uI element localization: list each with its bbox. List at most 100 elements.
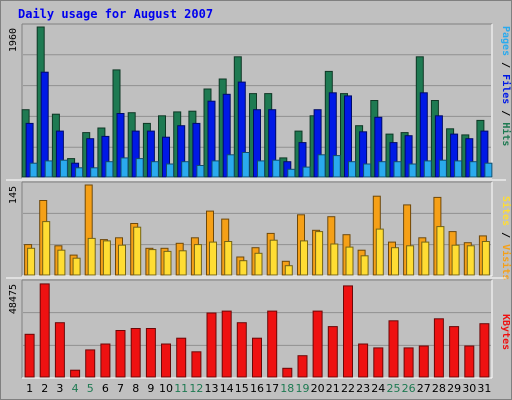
x-tick-label-day-27: 27	[417, 382, 431, 395]
x-tick-label-day-6: 6	[102, 382, 109, 395]
bar-pages-day-7	[120, 157, 129, 178]
bar-kbytes-day-13	[206, 312, 217, 378]
x-tick-label-day-31: 31	[477, 382, 491, 395]
bar-pages-day-22	[348, 161, 356, 178]
bar-sites-day-17	[269, 239, 278, 276]
bar-sites-day-23	[360, 255, 369, 276]
bar-kbytes-day-18	[282, 367, 293, 378]
x-tick-label-day-7: 7	[117, 382, 124, 395]
bar-pages-day-9	[150, 161, 159, 178]
bar-pages-day-4	[75, 167, 84, 178]
bar-pages-day-29	[454, 160, 463, 178]
bar-kbytes-day-24	[373, 347, 384, 378]
bar-pages-day-16	[257, 160, 265, 178]
bar-sites-day-9	[148, 249, 157, 276]
bar-sites-day-15	[239, 260, 248, 276]
right-legend: Pages / Files / Hits	[500, 26, 512, 146]
bar-sites-day-25	[391, 247, 399, 276]
bar-sites-day-31	[481, 241, 490, 276]
x-tick-label-day-2: 2	[41, 382, 48, 395]
x-tick-label-day-24: 24	[371, 382, 385, 395]
kbytes-panel: 48475 KBytes	[8, 279, 511, 379]
x-tick-label-day-11: 11	[174, 382, 188, 395]
bar-sites-day-7	[118, 244, 126, 276]
legend-visits: Visits	[500, 244, 512, 280]
bar-pages-day-18	[287, 168, 296, 178]
bar-kbytes-day-26	[403, 347, 414, 378]
x-tick-label-day-23: 23	[356, 382, 370, 395]
hits-files-pages-panel: 1960 Pages / Files / Hits	[8, 23, 512, 179]
bar-kbytes-day-6	[100, 343, 111, 378]
legend-sites: Sites	[500, 196, 512, 226]
bar-sites-day-5	[87, 237, 96, 276]
bar-kbytes-day-31	[479, 323, 490, 378]
bar-kbytes-day-10	[161, 343, 171, 378]
bar-sites-day-3	[57, 249, 66, 276]
x-tick-label-day-21: 21	[326, 382, 340, 395]
x-tick-label-day-16: 16	[250, 382, 264, 395]
x-tick-label-day-17: 17	[265, 382, 279, 395]
bar-pages-day-12	[196, 165, 205, 178]
bar-kbytes-day-19	[297, 355, 308, 378]
bar-pages-day-1	[29, 162, 38, 178]
bar-pages-day-23	[363, 163, 372, 178]
x-tick-label-day-15: 15	[235, 382, 249, 395]
bar-kbytes-day-11	[176, 337, 187, 378]
bar-sites-day-26	[406, 245, 415, 276]
bar-pages-day-17	[272, 159, 281, 178]
x-tick-label-day-12: 12	[189, 382, 203, 395]
x-tick-label-day-3: 3	[56, 382, 63, 395]
legend-pages: Pages	[500, 26, 511, 56]
bar-kbytes-day-17	[267, 310, 278, 378]
bar-pages-day-5	[90, 167, 99, 178]
bar-pages-day-13	[211, 160, 220, 178]
bar-sites-day-10	[163, 250, 172, 276]
y-max-tick-label: 1960	[8, 28, 19, 52]
x-tick-label-day-29: 29	[447, 382, 461, 395]
bar-kbytes-day-28	[433, 318, 444, 378]
bar-sites-day-27	[421, 241, 430, 276]
bar-pages-day-21	[332, 155, 341, 178]
bar-sites-day-18	[284, 265, 293, 276]
bar-sites-day-8	[133, 226, 142, 276]
bar-sites-day-1	[27, 247, 36, 276]
bar-kbytes-day-7	[115, 330, 126, 378]
x-tick-label-day-19: 19	[296, 382, 310, 395]
bar-kbytes-day-14	[221, 310, 232, 378]
x-tick-label-day-14: 14	[220, 382, 234, 395]
bar-sites-day-11	[178, 250, 187, 276]
bar-pages-day-14	[226, 154, 235, 178]
bar-pages-day-30	[469, 161, 478, 178]
bar-pages-day-20	[317, 154, 326, 178]
bar-pages-day-6	[105, 161, 114, 178]
bar-pages-day-11	[181, 161, 190, 178]
bar-sites-day-14	[224, 241, 233, 276]
bar-kbytes-day-5	[85, 349, 96, 378]
bar-pages-day-19	[302, 166, 311, 178]
bar-kbytes-day-25	[388, 320, 399, 378]
bar-kbytes-day-30	[464, 345, 475, 378]
x-axis-day-labels: 1 2 3 4 5 6 7 8 9 10 11 12 13 14 15 16 17 18 19 20 21 22 23 24 2…	[26, 382, 491, 395]
bar-sites-day-2	[42, 221, 51, 276]
legend-separator: /	[500, 56, 511, 74]
bar-pages-day-10	[166, 163, 174, 178]
x-tick-label-day-5: 5	[87, 382, 94, 395]
y-max-tick-label: 48475	[8, 284, 19, 314]
bar-sites-day-24	[375, 228, 384, 276]
right-legend: KBytes	[500, 314, 511, 350]
x-tick-label-day-9: 9	[147, 382, 154, 395]
x-tick-label-day-22: 22	[341, 382, 355, 395]
bar-kbytes-day-22	[343, 285, 353, 378]
bar-kbytes-day-16	[252, 337, 262, 378]
bar-kbytes-day-3	[54, 322, 65, 378]
bar-kbytes-day-8	[130, 328, 141, 378]
bar-pages-day-15	[241, 152, 250, 178]
chart-title: Daily usage for August 2007	[18, 7, 213, 21]
legend-separator: /	[500, 226, 511, 244]
bar-sites-day-28	[436, 226, 445, 276]
x-tick-label-day-28: 28	[432, 382, 446, 395]
bar-kbytes-day-9	[145, 328, 156, 378]
bar-kbytes-day-20	[312, 310, 323, 378]
